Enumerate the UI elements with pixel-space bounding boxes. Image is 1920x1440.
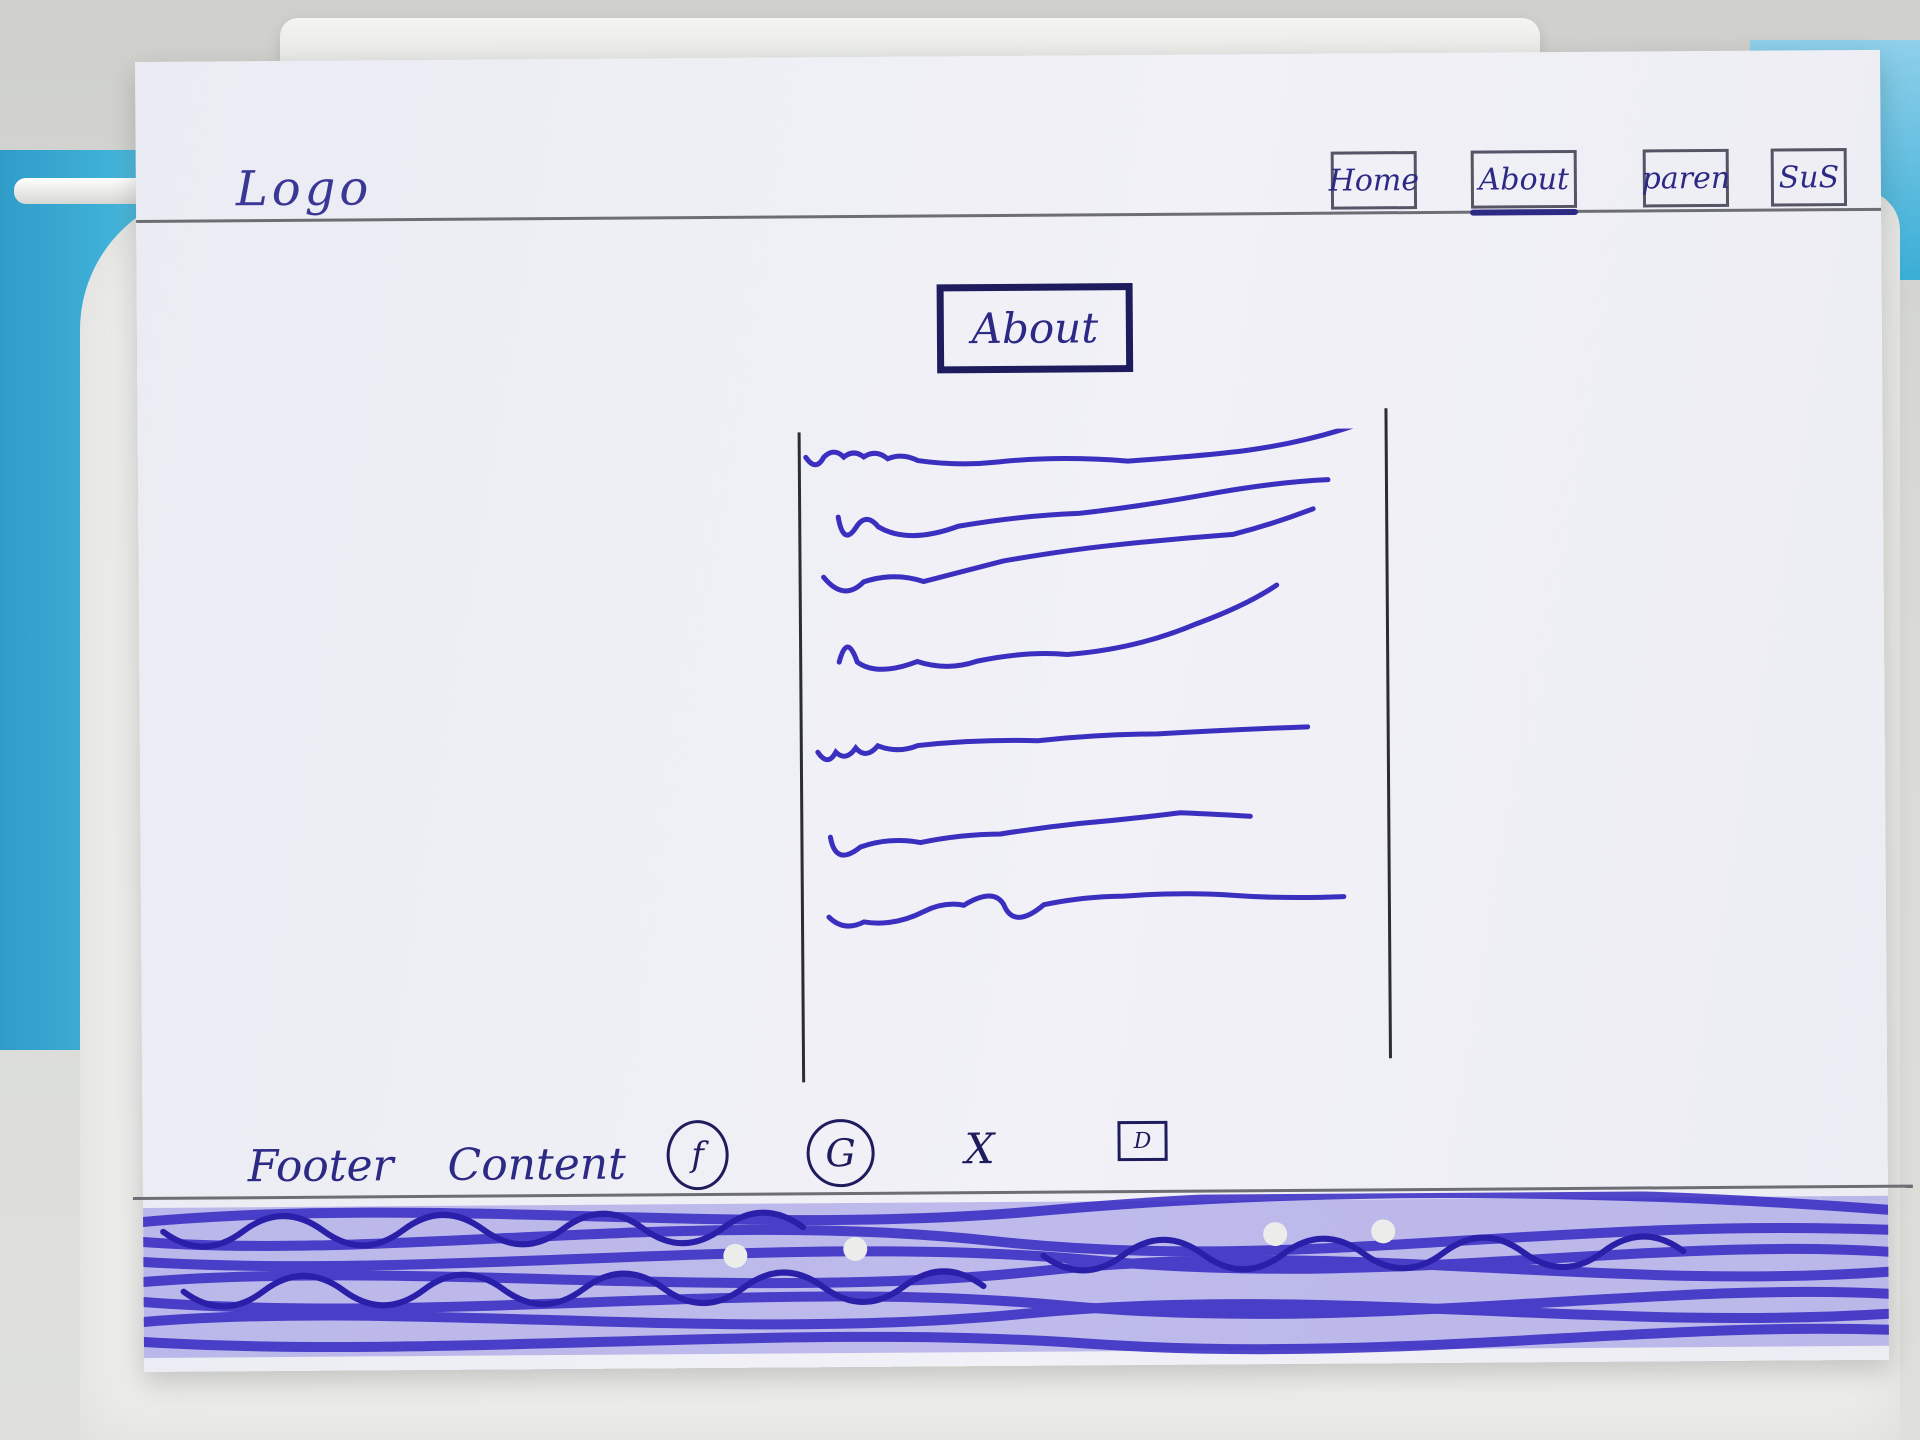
google-icon-glyph: G (825, 1130, 856, 1176)
logo[interactable]: Logo (235, 160, 373, 218)
background-rod (14, 178, 154, 204)
nav-item-sus[interactable]: SuS (1770, 148, 1848, 207)
punch-holes (723, 1219, 1396, 1268)
x-icon[interactable]: X (957, 1123, 1001, 1173)
text-line-3 (821, 506, 1316, 594)
nav-item-paren[interactable]: paren (1641, 148, 1731, 208)
placeholder-text-lines (803, 428, 1361, 929)
nav-item-about[interactable]: About (1470, 149, 1578, 209)
nav-item-label: Home (1328, 162, 1420, 199)
nav-item-label: SuS (1778, 159, 1840, 196)
nav-item-label: paren (1641, 160, 1731, 196)
google-icon[interactable]: G (806, 1118, 875, 1188)
facebook-icon[interactable]: f (666, 1119, 729, 1191)
footer-bar-scribble (142, 1189, 1890, 1358)
square-icon[interactable]: D (1117, 1120, 1168, 1162)
nav-item-home[interactable]: Home (1328, 151, 1420, 210)
text-line-1 (803, 428, 1361, 468)
page-title: About (936, 283, 1134, 374)
wireframe-sketch-paper: Logo Home About paren SuS About (132, 49, 1913, 1372)
x-icon-glyph: X (964, 1123, 995, 1173)
nav-item-label: About (1478, 161, 1570, 198)
text-line-2 (835, 477, 1331, 539)
square-icon-glyph: D (1133, 1128, 1152, 1154)
page-title-text: About (971, 303, 1099, 354)
text-line-6 (827, 810, 1253, 858)
text-line-7 (826, 891, 1347, 929)
footer-content: Footer Content (247, 1138, 626, 1193)
text-line-5 (815, 724, 1311, 763)
nav-bar: Home About paren SuS (1328, 148, 1861, 212)
text-line-4 (836, 582, 1280, 672)
content-panel (797, 408, 1393, 1083)
facebook-icon-glyph: f (691, 1135, 705, 1176)
header-divider (136, 207, 1882, 223)
